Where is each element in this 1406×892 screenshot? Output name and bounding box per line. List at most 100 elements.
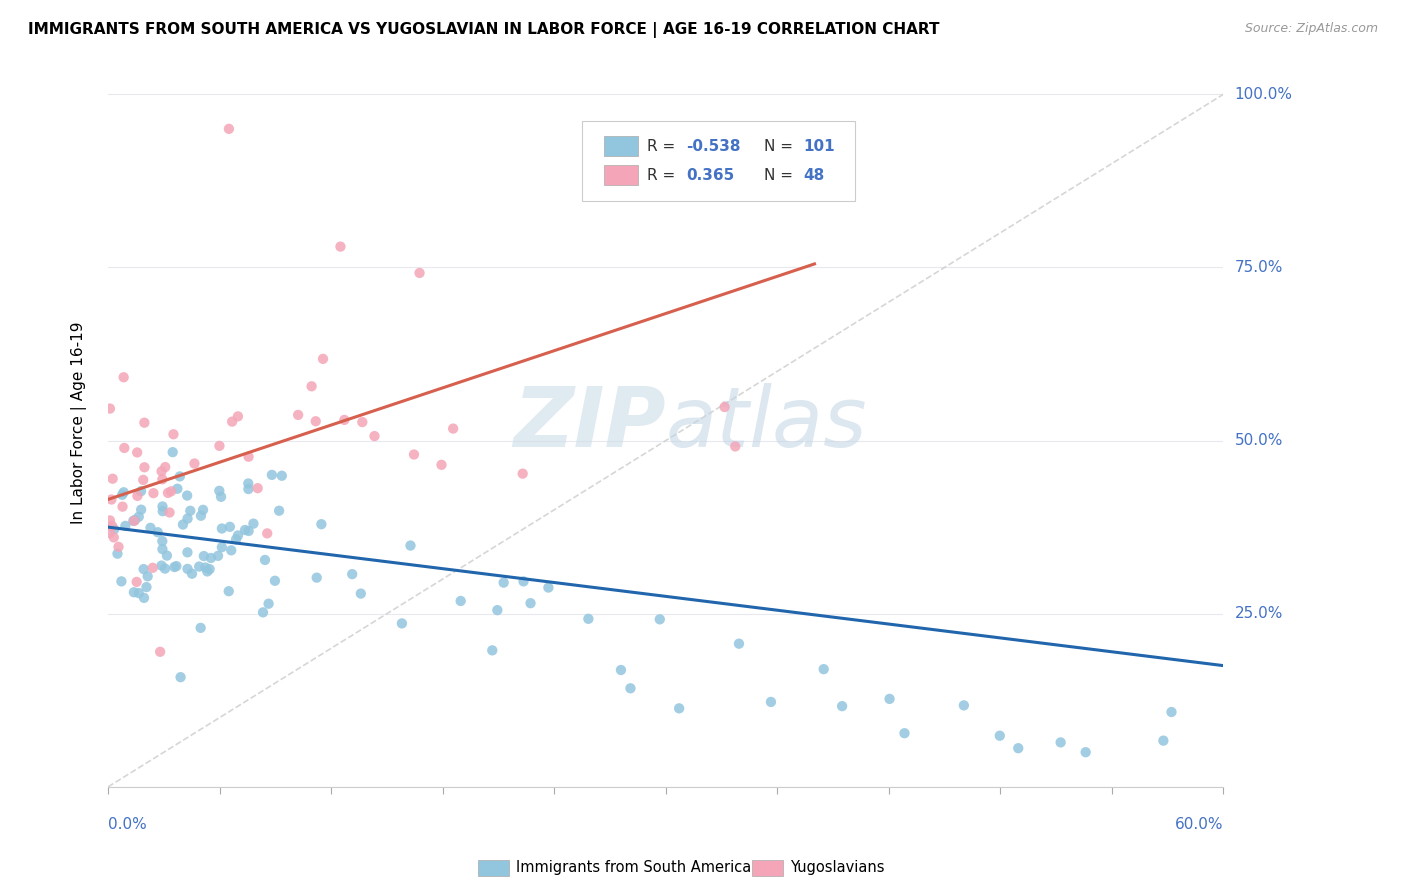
- Point: [136, 569, 159, 583]
- Point: [163, 560, 186, 574]
- Point: [619, 681, 641, 696]
- Point: [340, 567, 363, 582]
- Point: [257, 597, 280, 611]
- Point: [576, 612, 599, 626]
- Point: [724, 439, 747, 453]
- Point: [225, 533, 247, 547]
- Point: [1049, 735, 1071, 749]
- Point: [165, 559, 187, 574]
- Point: [176, 545, 198, 559]
- Point: [610, 663, 633, 677]
- Point: [219, 543, 242, 558]
- Point: [208, 439, 231, 453]
- Point: [238, 450, 260, 464]
- Text: 0.365: 0.365: [686, 168, 734, 183]
- Point: [129, 502, 152, 516]
- Point: [162, 445, 184, 459]
- Point: [142, 486, 165, 500]
- Point: [329, 239, 352, 253]
- Point: [160, 484, 183, 499]
- Point: [988, 729, 1011, 743]
- Text: 75.0%: 75.0%: [1234, 260, 1282, 275]
- Point: [350, 586, 373, 600]
- Point: [195, 565, 218, 579]
- Point: [193, 549, 215, 563]
- Point: [759, 695, 782, 709]
- Text: 0.0%: 0.0%: [108, 817, 146, 832]
- Point: [242, 516, 264, 531]
- Point: [103, 531, 125, 545]
- Point: [172, 517, 194, 532]
- Point: [194, 560, 217, 574]
- Text: Source: ZipAtlas.com: Source: ZipAtlas.com: [1244, 22, 1378, 36]
- Text: N =: N =: [763, 168, 797, 183]
- Point: [1160, 705, 1182, 719]
- Point: [450, 594, 472, 608]
- Point: [441, 421, 464, 435]
- Point: [879, 692, 901, 706]
- Text: atlas: atlas: [666, 383, 868, 464]
- Text: R =: R =: [647, 138, 681, 153]
- Point: [831, 699, 853, 714]
- Point: [159, 506, 181, 520]
- Point: [100, 492, 122, 507]
- Point: [537, 581, 560, 595]
- Point: [333, 413, 356, 427]
- Point: [363, 429, 385, 443]
- Text: N =: N =: [763, 138, 797, 153]
- Text: 60.0%: 60.0%: [1175, 817, 1223, 832]
- Point: [728, 637, 751, 651]
- Point: [128, 509, 150, 524]
- Point: [127, 445, 149, 459]
- Point: [166, 482, 188, 496]
- Point: [122, 585, 145, 599]
- Point: [176, 489, 198, 503]
- Point: [211, 521, 233, 535]
- Point: [492, 575, 515, 590]
- Point: [135, 580, 157, 594]
- Point: [221, 415, 243, 429]
- Text: R =: R =: [647, 168, 681, 183]
- Point: [101, 472, 124, 486]
- FancyBboxPatch shape: [605, 136, 638, 156]
- Point: [122, 514, 145, 528]
- Point: [252, 606, 274, 620]
- Point: [512, 574, 534, 589]
- Point: [98, 401, 121, 416]
- Point: [150, 464, 173, 478]
- Point: [198, 562, 221, 576]
- Point: [218, 520, 240, 534]
- Point: [149, 645, 172, 659]
- Point: [183, 457, 205, 471]
- Point: [207, 549, 229, 563]
- Point: [110, 574, 132, 589]
- Point: [391, 616, 413, 631]
- Point: [162, 427, 184, 442]
- Point: [134, 416, 156, 430]
- Point: [264, 574, 287, 588]
- Point: [209, 490, 232, 504]
- Point: [188, 559, 211, 574]
- Point: [253, 553, 276, 567]
- Point: [176, 511, 198, 525]
- Point: [260, 467, 283, 482]
- Point: [953, 698, 976, 713]
- Point: [1007, 741, 1029, 756]
- Point: [152, 542, 174, 557]
- Point: [399, 539, 422, 553]
- Text: ZIP: ZIP: [513, 383, 666, 464]
- Point: [98, 513, 121, 527]
- Point: [1152, 733, 1174, 747]
- Point: [128, 586, 150, 600]
- Point: [103, 522, 125, 536]
- Text: 101: 101: [803, 138, 835, 153]
- Point: [107, 547, 129, 561]
- Point: [408, 266, 430, 280]
- Text: -0.538: -0.538: [686, 138, 741, 153]
- Point: [305, 571, 328, 585]
- Point: [181, 566, 204, 581]
- Text: 50.0%: 50.0%: [1234, 433, 1282, 448]
- Point: [226, 409, 249, 424]
- Point: [107, 540, 129, 554]
- Point: [112, 441, 135, 455]
